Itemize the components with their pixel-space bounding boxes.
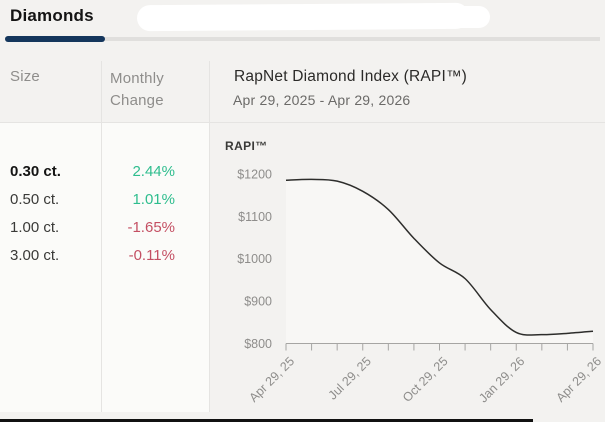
x-axis-tick-label: Jan 29, 26 xyxy=(476,354,527,405)
rapi-line xyxy=(285,178,594,336)
size-column-header: Size xyxy=(10,68,40,85)
column-divider xyxy=(101,61,102,412)
y-axis-tick-label: $1100 xyxy=(238,210,272,224)
y-axis-tick-label: $1200 xyxy=(237,167,272,181)
change-value-300ct: -0.11% xyxy=(128,247,175,264)
y-axis-tick-label: $800 xyxy=(244,337,272,351)
size-row-100ct[interactable]: 1.00 ct. xyxy=(10,219,60,236)
chart-title: RapNet Diamond Index (RAPI™) xyxy=(234,68,468,85)
x-axis-tick-label: Jul 29, 25 xyxy=(326,354,374,402)
y-axis-tick-label: $1000 xyxy=(237,252,272,266)
rapi-line-chart: $1200 $1100 $1000 $900 $800 Apr 29, 25 Jul 29,… xyxy=(237,167,604,405)
change-value-030ct: 2.44% xyxy=(132,163,175,180)
header-divider xyxy=(0,122,605,123)
chart-date-range: Apr 29, 2025 - Apr 29, 2026 xyxy=(233,92,411,108)
area-fill xyxy=(286,179,593,344)
series-label: RAPI™ xyxy=(225,139,268,153)
size-row-030ct[interactable]: 0.30 ct. xyxy=(10,163,61,180)
change-value-100ct: -1.65% xyxy=(127,219,175,236)
cutoff-footer-edge xyxy=(0,419,533,422)
y-axis-tick-label: $900 xyxy=(244,295,272,309)
redaction-scribble xyxy=(430,6,490,28)
tab-diamonds[interactable]: Diamonds xyxy=(10,6,94,25)
x-axis-tick-label: Apr 29, 26 xyxy=(553,354,604,405)
size-row-050ct[interactable]: 0.50 ct. xyxy=(10,191,60,208)
size-row-300ct[interactable]: 3.00 ct. xyxy=(10,247,60,264)
monthly-change-column-header: Monthly Change xyxy=(110,70,164,109)
table-body-background xyxy=(0,123,209,412)
change-value-050ct: 1.01% xyxy=(132,191,175,208)
redaction-scribble xyxy=(136,2,470,32)
tab-underline-track xyxy=(5,37,600,41)
column-divider xyxy=(209,61,210,412)
x-axis-tick-label: Apr 29, 25 xyxy=(246,354,297,405)
x-axis-tick-label: Oct 29, 25 xyxy=(400,354,451,405)
active-tab-underline xyxy=(5,36,105,42)
